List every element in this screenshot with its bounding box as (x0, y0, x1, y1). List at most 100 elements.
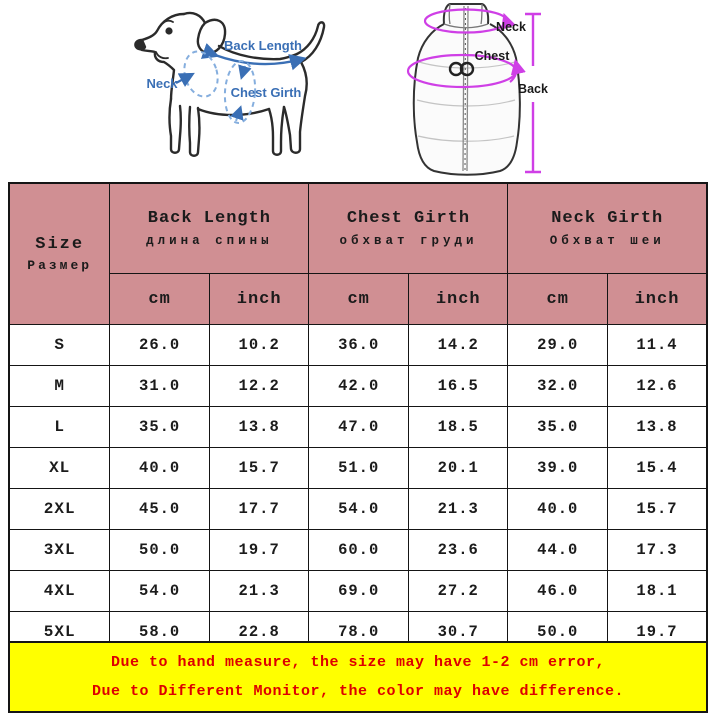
size-cell: 3XL (8, 529, 111, 571)
value-cell: 44.0 (507, 529, 609, 571)
neck-girth-en: Neck Girth (551, 209, 664, 228)
size-cell: 2XL (8, 488, 111, 530)
size-cell: 4XL (8, 570, 111, 612)
unit-header-inch: inch (407, 273, 509, 325)
neck-ellipse-arrow (500, 12, 516, 31)
measurement-diagrams: Back Length Neck Chest Girth (0, 0, 715, 182)
value-cell: 50.0 (507, 611, 609, 654)
back-length-label: Back Length (224, 38, 302, 53)
vest-back-label: Back (518, 82, 548, 96)
value-cell: 20.1 (407, 447, 509, 489)
chest-girth-header: Chest Girth обхват груди (308, 182, 509, 274)
chest-girth-ru: обхват груди (339, 234, 478, 248)
unit-header-inch: inch (208, 273, 310, 325)
size-header-en: Size (35, 235, 85, 254)
chest-girth-label: Chest Girth (231, 85, 302, 100)
value-cell: 19.7 (208, 529, 310, 571)
d-ring-icon (459, 61, 475, 77)
value-cell: 17.3 (607, 529, 708, 571)
unit-header-inch: inch (607, 273, 708, 325)
unit-header-row: cm inch cm inch cm inch (9, 273, 708, 325)
table-row: 3XL 50.0 19.7 60.0 23.6 44.0 17.3 (8, 529, 708, 571)
value-cell: 13.8 (208, 406, 310, 448)
table-row: 4XL 54.0 21.3 69.0 27.2 46.0 18.1 (8, 570, 708, 612)
neck-label: Neck (146, 76, 178, 91)
disclaimer-footer: Due to hand measure, the size may have 1… (8, 641, 708, 713)
neck-arrow (175, 72, 195, 87)
value-cell: 18.5 (407, 406, 509, 448)
chest-girth-en: Chest Girth (346, 209, 471, 228)
back-length-en: Back Length (147, 209, 271, 228)
value-cell: 42.0 (308, 365, 409, 407)
value-cell: 18.1 (607, 570, 708, 612)
value-cell: 12.2 (208, 365, 310, 407)
value-cell: 23.6 (407, 529, 509, 571)
value-cell: 35.0 (507, 406, 609, 448)
vest-neck-label: Neck (496, 20, 526, 34)
value-cell: 21.3 (407, 488, 509, 530)
value-cell: 47.0 (308, 406, 409, 448)
table-row: M 31.0 12.2 42.0 16.5 32.0 12.6 (8, 365, 708, 407)
chest-dashed-ellipse (223, 60, 257, 124)
back-dimension-line (525, 12, 541, 174)
value-cell: 16.5 (407, 365, 509, 407)
disclaimer-line-1: Due to hand measure, the size may have 1… (110, 654, 606, 672)
size-table-body: S 26.0 10.2 36.0 14.2 29.0 11.4 M 31.0 12.2 42.0 16… (8, 324, 708, 654)
size-cell: XL (8, 447, 111, 489)
table-row: L 35.0 13.8 47.0 18.5 35.0 13.8 (8, 406, 708, 448)
value-cell: 50.0 (109, 529, 210, 571)
disclaimer-line-2: Due to Different Monitor, the color may … (91, 682, 625, 700)
neck-dashed-ellipse (183, 50, 219, 98)
value-cell: 27.2 (407, 570, 509, 612)
value-cell: 15.7 (208, 447, 310, 489)
table-row: S 26.0 10.2 36.0 14.2 29.0 11.4 (8, 324, 708, 366)
size-table: Size Размер Back Length длина спины Ches… (8, 182, 708, 654)
unit-header-cm: cm (109, 273, 210, 325)
value-cell: 46.0 (507, 570, 609, 612)
value-cell: 13.8 (607, 406, 708, 448)
table-row: XL 40.0 15.7 51.0 20.1 39.0 15.4 (8, 447, 708, 489)
unit-header-cm: cm (507, 273, 609, 325)
vest-measurement-diagram: Neck Chest Back (406, 3, 548, 176)
neck-girth-header: Neck Girth Обхват шеи (507, 182, 708, 274)
vest-annotations: Neck Chest Back (406, 8, 548, 174)
value-cell: 17.7 (208, 488, 310, 530)
value-cell: 36.0 (308, 324, 409, 366)
size-cell: L (8, 406, 111, 448)
dog-measurement-diagram: Back Length Neck Chest Girth (134, 11, 326, 157)
size-header-ru: Размер (27, 258, 93, 273)
value-cell: 45.0 (109, 488, 210, 530)
size-header-cell: Size Размер (8, 182, 111, 325)
value-cell: 26.0 (109, 324, 210, 366)
value-cell: 15.4 (607, 447, 708, 489)
chest-top-arrow (238, 64, 252, 80)
vest-chest-label: Chest (475, 49, 511, 63)
value-cell: 10.2 (208, 324, 310, 366)
table-row: 2XL 45.0 17.7 54.0 21.3 40.0 15.7 (8, 488, 708, 530)
size-cell: S (8, 324, 111, 366)
value-cell: 31.0 (109, 365, 210, 407)
unit-header-cm: cm (308, 273, 409, 325)
value-cell: 12.6 (607, 365, 708, 407)
chest-bottom-arrow (230, 105, 244, 122)
value-cell: 54.0 (109, 570, 210, 612)
dog-annotations: Back Length Neck Chest Girth (146, 38, 307, 124)
value-cell: 11.4 (607, 324, 708, 366)
value-cell: 32.0 (507, 365, 609, 407)
value-cell: 51.0 (308, 447, 409, 489)
value-cell: 39.0 (507, 447, 609, 489)
value-cell: 54.0 (308, 488, 409, 530)
back-length-line (200, 43, 307, 71)
chest-ellipse-arrow (509, 58, 526, 83)
vest-outline (412, 3, 521, 176)
value-cell: 21.3 (208, 570, 310, 612)
neck-girth-ru: Обхват шеи (549, 234, 665, 248)
size-cell: M (8, 365, 111, 407)
value-cell: 35.0 (109, 406, 210, 448)
back-length-ru: длина спины (146, 234, 273, 248)
value-cell: 60.0 (308, 529, 409, 571)
value-cell: 15.7 (607, 488, 708, 530)
back-length-header: Back Length длина спины (109, 182, 310, 274)
group-header-row: Size Размер Back Length длина спины Ches… (8, 182, 708, 325)
